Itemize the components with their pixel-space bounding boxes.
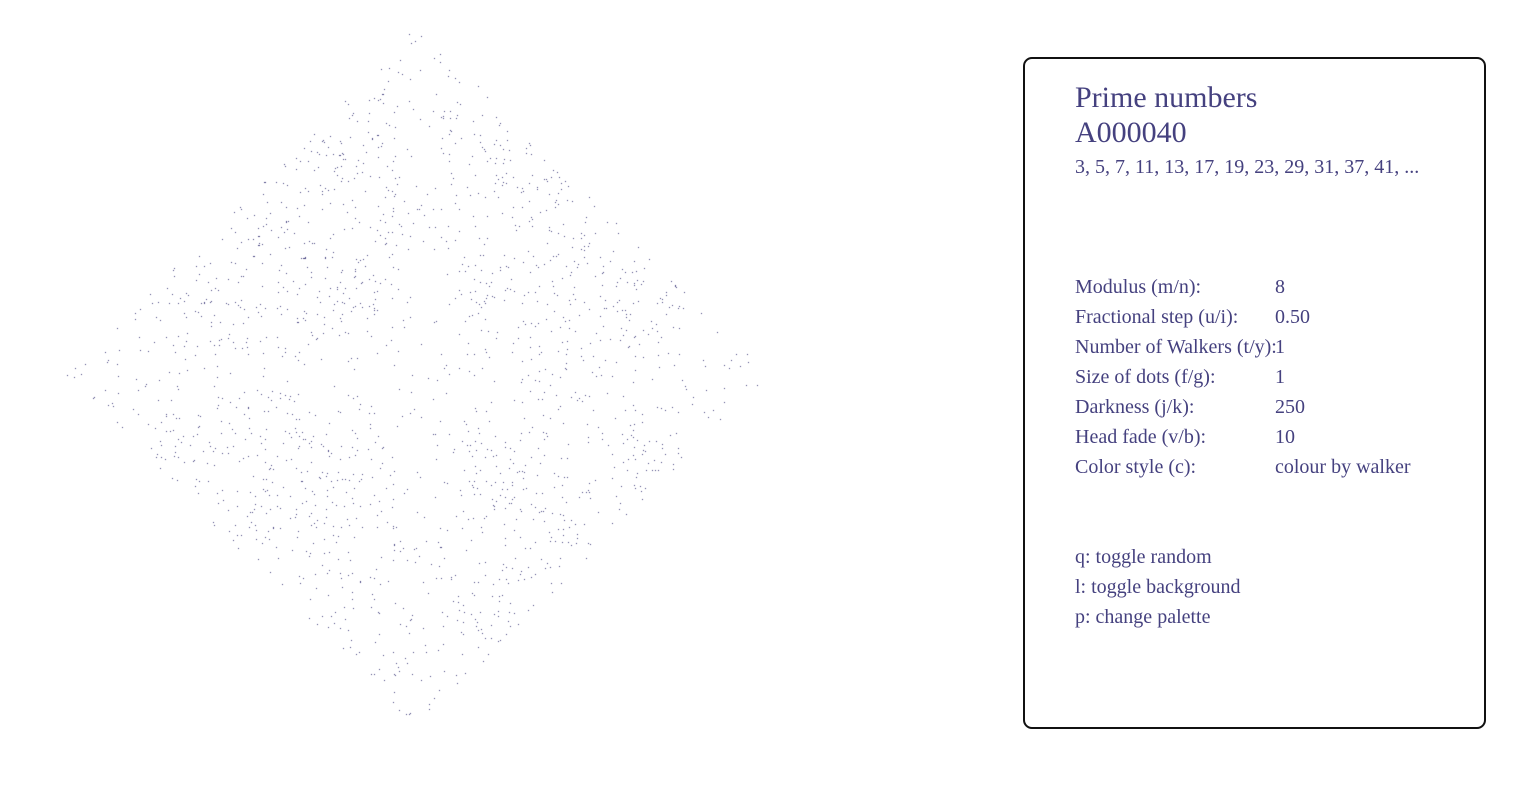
sequence-name: Prime numbers bbox=[1075, 81, 1258, 114]
setting-label: Color style (c): bbox=[1075, 456, 1197, 478]
setting-value: colour by walker bbox=[1275, 456, 1411, 478]
sequence-terms: 3, 5, 7, 11, 13, 17, 19, 23, 29, 31, 37,… bbox=[1075, 156, 1420, 178]
sequence-id: A000040 bbox=[1075, 116, 1187, 149]
setting-value: 1 bbox=[1275, 366, 1285, 388]
setting-label: Size of dots (f/g): bbox=[1075, 366, 1216, 388]
hotkey-list: q: toggle random l: toggle background p:… bbox=[1075, 542, 1241, 632]
hotkey-toggle-random: q: toggle random bbox=[1075, 546, 1212, 568]
hotkey-toggle-background: l: toggle background bbox=[1075, 576, 1241, 598]
setting-label: Darkness (j/k): bbox=[1075, 396, 1195, 418]
setting-label: Number of Walkers (t/y): bbox=[1075, 336, 1277, 358]
setting-label: Fractional step (u/i): bbox=[1075, 306, 1239, 328]
hotkey-change-palette: p: change palette bbox=[1075, 606, 1211, 628]
setting-value: 0.50 bbox=[1275, 306, 1310, 328]
setting-value: 10 bbox=[1275, 426, 1295, 448]
setting-value: 8 bbox=[1275, 276, 1285, 298]
walk-canvas[interactable] bbox=[0, 0, 840, 793]
setting-label: Modulus (m/n): bbox=[1075, 276, 1202, 298]
setting-label: Head fade (v/b): bbox=[1075, 426, 1207, 448]
setting-value: 1 bbox=[1275, 336, 1285, 358]
info-panel: Prime numbers A000040 3, 5, 7, 11, 13, 1… bbox=[1023, 57, 1486, 729]
setting-value: 250 bbox=[1275, 396, 1305, 418]
